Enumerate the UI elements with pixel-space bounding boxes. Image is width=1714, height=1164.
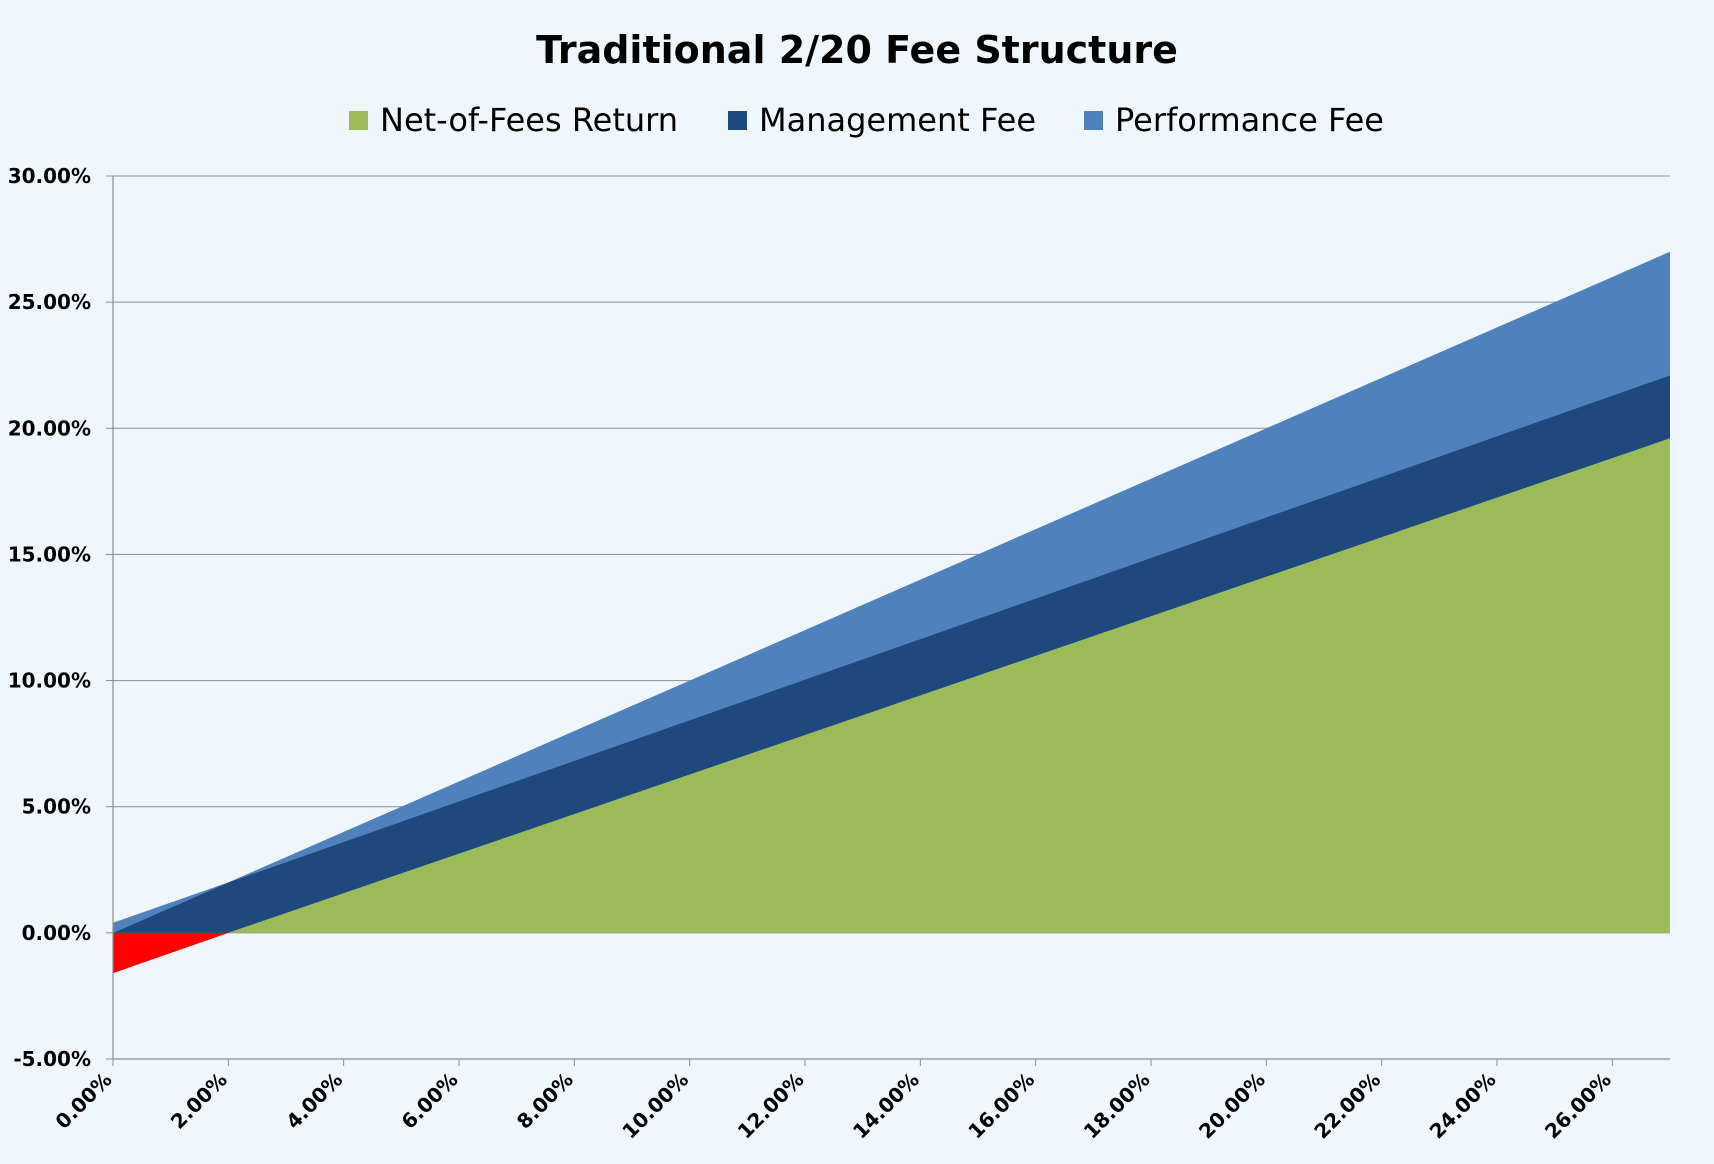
legend-swatch (349, 111, 368, 130)
plot-areas (113, 251, 1670, 974)
y-tick-label: 20.00% (8, 416, 91, 440)
legend-label: Performance Fee (1115, 101, 1384, 139)
x-tick-label: 16.00% (963, 1068, 1039, 1144)
area-net-of-fees-negative (113, 932, 229, 974)
x-tick-label: 24.00% (1425, 1068, 1501, 1144)
x-tick-label: 10.00% (617, 1068, 693, 1144)
x-tick-label: 26.00% (1540, 1068, 1616, 1144)
legend: Net-of-Fees Return Management Fee Performa… (349, 101, 1384, 139)
chart-title: Traditional 2/20 Fee Structure (536, 28, 1178, 72)
legend-item: Net-of-Fees Return (349, 101, 678, 139)
y-tick-label: 5.00% (22, 795, 91, 819)
axes (112, 176, 1670, 1060)
x-tick-label: 18.00% (1079, 1068, 1155, 1144)
legend-swatch (1084, 111, 1103, 130)
y-tick-label: 15.00% (8, 542, 91, 566)
area-performance-fee (113, 251, 1670, 933)
y-axis-ticks: 30.00% 25.00% 20.00% 15.00% 10.00% 5.00% 0.00%… (8, 164, 113, 1071)
x-axis-ticks: 0.00% 2.00% 4.00% 6.00% 8.00% 10.00% 12.00% 14.… (50, 1059, 1616, 1144)
x-tick-label: 20.00% (1194, 1068, 1270, 1144)
area-management-fee (113, 375, 1670, 933)
y-tick-label: -5.00% (13, 1047, 91, 1071)
area-net-of-fees-return (228, 438, 1670, 933)
x-tick-label: 8.00% (512, 1068, 578, 1134)
y-tick-label: 25.00% (8, 290, 91, 314)
legend-item: Management Fee (728, 101, 1036, 139)
x-tick-label: 0.00% (50, 1068, 116, 1134)
y-tick-label: 10.00% (8, 669, 91, 693)
legend-swatch (728, 111, 747, 130)
legend-item: Performance Fee (1084, 101, 1384, 139)
x-tick-label: 12.00% (733, 1068, 809, 1144)
x-tick-label: 2.00% (166, 1068, 232, 1134)
legend-label: Net-of-Fees Return (380, 101, 678, 139)
x-tick-label: 22.00% (1309, 1068, 1385, 1144)
y-tick-label: 30.00% (8, 164, 91, 188)
legend-label: Management Fee (759, 101, 1036, 139)
x-tick-label: 6.00% (396, 1068, 462, 1134)
y-tick-label: 0.00% (22, 921, 91, 945)
x-tick-label: 14.00% (848, 1068, 924, 1144)
x-tick-label: 4.00% (281, 1068, 347, 1134)
